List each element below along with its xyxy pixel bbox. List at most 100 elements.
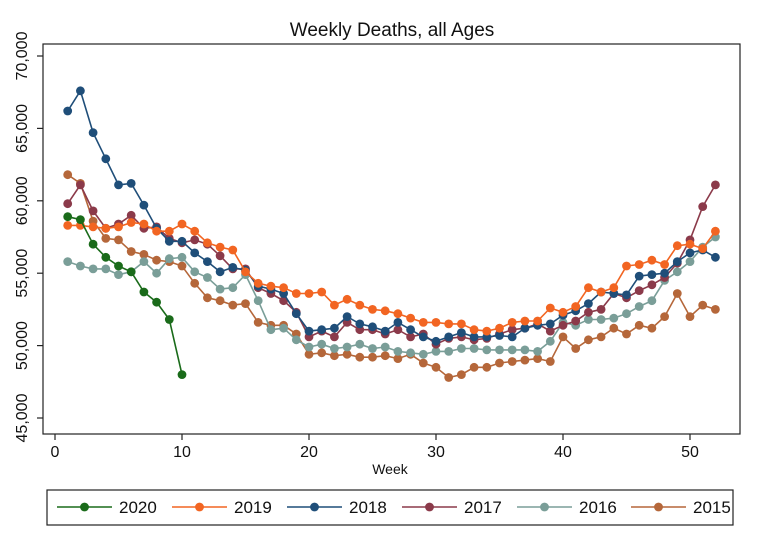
data-point [164,315,174,324]
data-point [622,261,631,271]
data-point [418,318,428,327]
data-point [88,128,98,138]
series-2018 [63,86,720,346]
legend-label: 2017 [464,498,502,517]
data-point [330,323,339,333]
legend-item-2017: 2017 [402,498,502,517]
data-point [330,332,339,342]
data-point [406,348,415,358]
data-point [317,339,327,349]
data-point [482,362,492,372]
data-point [330,300,339,310]
data-point [393,309,403,319]
data-point [63,106,73,116]
data-point [545,303,555,313]
data-point [101,264,111,274]
data-point [622,309,631,319]
data-point [190,278,200,288]
data-point [660,312,669,321]
data-point [609,283,619,293]
data-point [63,170,73,180]
data-point [711,252,720,262]
data-point [584,335,593,345]
data-point [139,219,149,229]
legend-label: 2016 [579,498,617,517]
data-point [647,255,657,265]
data-point [76,180,85,190]
data-point [660,268,669,278]
data-point [406,325,415,335]
data-point [457,328,466,337]
data-point [88,239,98,249]
legend-label: 2018 [349,498,387,517]
data-point [355,352,365,362]
data-point [101,234,111,243]
data-point [164,254,174,264]
data-point [330,344,339,353]
data-point [342,342,352,352]
data-point [241,267,250,277]
chart-title: Weekly Deaths, all Ages [290,20,495,41]
series-2019 [63,218,720,336]
data-point [76,86,85,96]
x-tick-label: 20 [300,444,318,461]
data-point [672,289,682,298]
data-point [342,312,352,321]
data-point [672,257,682,266]
data-point [253,318,263,327]
data-point [291,289,301,298]
data-point [380,306,390,316]
series-line-2016 [67,236,716,356]
series-line-2020 [67,215,183,375]
data-point [672,267,682,277]
data-point [406,332,415,342]
data-point [291,309,301,319]
data-point [482,345,492,355]
data-point [545,357,555,366]
data-point [634,302,644,311]
legend-item-2020: 2020 [57,498,157,517]
series-2016 [63,232,720,359]
series-line-2018 [67,88,716,343]
data-point [63,257,73,266]
data-point [444,373,454,382]
legend-marker [80,502,89,512]
data-point [711,226,720,236]
data-point [698,202,708,212]
plot-frame [42,43,741,435]
data-point [279,283,288,293]
data-point [495,358,504,368]
data-point [368,322,377,332]
data-point [126,267,136,277]
data-point [76,261,85,271]
data-point [698,244,708,254]
data-point [558,307,568,317]
data-point [558,320,568,330]
legend-label: 2015 [693,498,731,517]
data-point [469,362,479,372]
data-point [406,313,415,323]
x-tick-label: 0 [51,444,60,461]
data-point [584,299,593,308]
data-point [368,352,377,362]
data-point [634,286,644,295]
y-tick-label: 45,000 [14,393,31,442]
data-point [520,316,530,326]
x-tick-label: 40 [554,444,572,461]
data-point [507,345,517,355]
data-point [545,326,555,336]
data-point [215,284,225,294]
data-point [393,318,403,327]
data-point [533,316,542,326]
data-point [228,263,238,272]
data-point [685,257,695,266]
data-point [457,319,466,329]
data-point [114,222,123,232]
data-point [228,300,238,310]
legend-marker [654,502,663,512]
data-point [101,154,111,164]
y-tick-label: 60,000 [14,176,31,225]
data-point [139,257,149,266]
data-point [88,264,98,274]
